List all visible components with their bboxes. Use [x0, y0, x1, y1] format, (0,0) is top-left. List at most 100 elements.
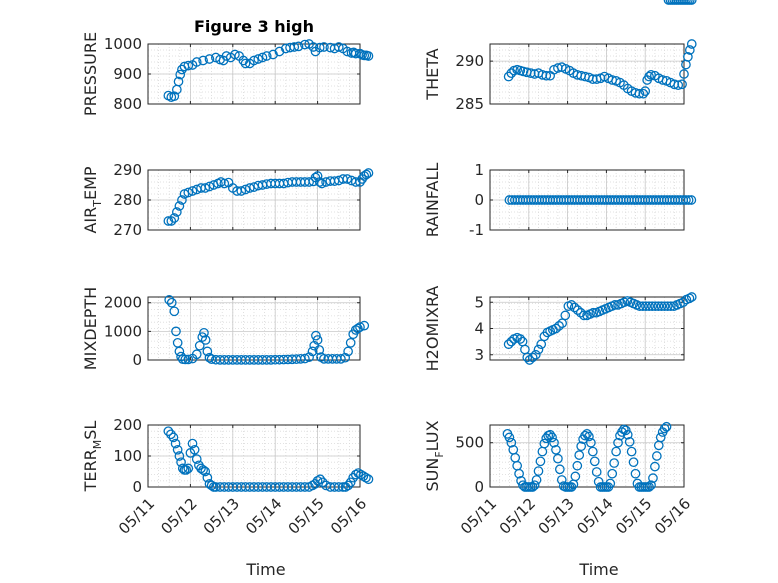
- data-point: [363, 474, 374, 485]
- y-tick-label: 100: [113, 447, 142, 465]
- data-point: [584, 431, 594, 442]
- data-point: [191, 57, 202, 67]
- subplot-h2omixra: 3 4 5 H2OMIXRA: [423, 286, 697, 371]
- data-point: [570, 471, 581, 482]
- data-point: [204, 352, 215, 363]
- data-point: [180, 354, 191, 365]
- y-tick-label: 0: [132, 478, 142, 496]
- data-point: [312, 335, 323, 345]
- data-point: [174, 346, 185, 357]
- x-tick-label: 05/13: [200, 495, 243, 538]
- x-tick-label: 05/12: [157, 495, 200, 538]
- data-point: [355, 322, 365, 332]
- data-point: [515, 334, 526, 344]
- data-point: [514, 468, 524, 479]
- data-point: [204, 54, 215, 64]
- axes-box: [489, 43, 685, 105]
- data-point: [166, 297, 177, 308]
- data-point: [566, 300, 577, 310]
- y-tick-label: 800: [113, 95, 142, 113]
- y-tick-label: -1: [469, 221, 484, 239]
- data-point: [169, 213, 180, 223]
- y-axis-label: AIRTEMP: [81, 166, 104, 233]
- data-point: [547, 432, 557, 443]
- data-point: [198, 55, 208, 66]
- y-axis-label: MIXDEPTH: [81, 287, 100, 370]
- data-point: [609, 458, 620, 468]
- data-point: [551, 323, 561, 334]
- y-tick-label: 0: [474, 478, 484, 496]
- data-point: [166, 216, 177, 226]
- y-tick-label: 0: [132, 351, 142, 369]
- data-point: [644, 482, 654, 492]
- y-axis-label: RAINFALL: [423, 163, 442, 238]
- x-tick-label: 05/16: [651, 495, 694, 538]
- data-point: [588, 307, 599, 318]
- data-point: [539, 438, 550, 449]
- x-tick-label: 05/11: [115, 495, 158, 538]
- data-point: [569, 302, 580, 313]
- y-axis-label: THETA: [423, 48, 442, 100]
- subplot-theta: 285 290 THETA: [423, 39, 697, 113]
- data-point: [350, 177, 361, 187]
- data-point: [363, 168, 374, 178]
- y-tick-label: 270: [113, 221, 142, 239]
- data-point: [319, 42, 329, 52]
- y-tick-label: 4: [474, 320, 484, 338]
- data-point: [353, 468, 364, 478]
- data-point: [686, 0, 697, 5]
- data-point: [587, 446, 598, 457]
- data-point: [553, 453, 563, 464]
- data-point: [648, 473, 658, 483]
- data-point: [200, 335, 211, 345]
- y-tick-label: 285: [455, 95, 484, 113]
- data-point: [191, 454, 202, 464]
- data-point: [240, 184, 251, 195]
- data-point: [630, 468, 641, 479]
- data-point: [646, 480, 656, 491]
- data-point: [170, 438, 181, 449]
- y-tick-label: 280: [113, 191, 142, 209]
- data-point: [249, 55, 259, 66]
- data-point: [359, 320, 370, 331]
- data-point: [274, 46, 285, 57]
- data-point: [683, 195, 694, 205]
- y-tick-label: 290: [455, 52, 484, 70]
- x-axis-label: Time: [245, 560, 285, 579]
- data-point: [300, 353, 310, 364]
- data-point: [554, 464, 565, 475]
- data-point: [529, 480, 540, 491]
- data-point: [640, 86, 651, 96]
- data-point: [610, 300, 620, 310]
- data-point: [257, 52, 268, 63]
- data-point: [679, 69, 689, 79]
- data-point: [204, 181, 215, 192]
- data-point: [353, 323, 363, 334]
- data-point: [166, 429, 176, 440]
- data-point: [684, 293, 695, 304]
- y-axis-label: PRESSURE: [81, 32, 100, 116]
- data-point: [638, 88, 649, 99]
- x-axis-label: Time: [578, 560, 618, 579]
- data-point: [177, 195, 187, 205]
- data-point: [181, 465, 192, 475]
- x-tick-label: 05/14: [242, 495, 285, 538]
- data-point: [172, 444, 183, 455]
- data-point: [230, 49, 240, 60]
- data-point: [545, 429, 555, 440]
- y-tick-label: 290: [113, 161, 142, 179]
- data-point: [533, 344, 544, 355]
- data-point: [342, 174, 353, 184]
- x-tick-label: 05/13: [535, 495, 578, 538]
- data-point: [620, 425, 631, 436]
- y-axis-label: TERRMSL: [81, 421, 104, 493]
- x-tick-label: 05/15: [285, 495, 328, 538]
- data-point: [163, 216, 174, 226]
- data-point: [530, 349, 541, 360]
- data-point: [566, 482, 577, 492]
- data-point: [650, 461, 660, 472]
- data-point: [238, 55, 249, 66]
- data-point: [531, 475, 542, 485]
- x-tick-label: 05/11: [457, 495, 500, 538]
- data-point: [240, 58, 251, 69]
